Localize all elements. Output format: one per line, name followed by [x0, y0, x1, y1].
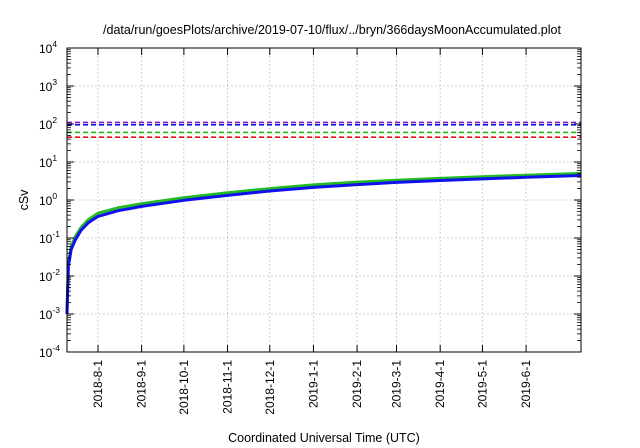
y-tick-exponent: 0 — [52, 191, 57, 201]
y-tick-label: 10-4 — [39, 343, 60, 360]
grid — [67, 48, 581, 352]
y-tick-base: 10 — [39, 80, 53, 94]
y-tick-base: 10 — [39, 156, 53, 170]
y-tick-base: 10 — [39, 194, 53, 208]
x-tick-label: 2019-4-1 — [433, 360, 447, 408]
x-tick-label: 2018-11-1 — [221, 360, 235, 414]
x-tick-label: 2018-8-1 — [91, 360, 105, 408]
x-tick-label: 2018-9-1 — [135, 360, 149, 408]
y-tick-base: 10 — [39, 42, 53, 56]
series-line-green — [65, 171, 582, 312]
x-tick-label: 2019-6-1 — [519, 360, 533, 408]
x-tick-label: 2019-1-1 — [306, 360, 320, 408]
y-tick-base: 10 — [39, 118, 53, 132]
y-tick-label: 10-2 — [39, 267, 60, 284]
y-axis-label: cSv — [17, 189, 31, 211]
x-axis-label: Coordinated Universal Time (UTC) — [228, 431, 420, 445]
x-tick-label: 2018-10-1 — [177, 360, 191, 415]
y-tick-exponent: -4 — [52, 343, 60, 353]
y-tick-base: 10 — [39, 308, 53, 322]
y-tick-exponent: -1 — [52, 229, 60, 239]
x-axis: 2018-8-1 2018-9-1 2018-10-1 2018-11-1 2018-1… — [91, 48, 533, 415]
y-tick-exponent: -2 — [52, 267, 60, 277]
series-lines — [65, 171, 582, 315]
chart-title: /data/run/goesPlots/archive/2019-07-10/f… — [103, 23, 561, 37]
y-tick-exponent: 2 — [52, 115, 57, 125]
y-tick-exponent: 4 — [52, 39, 57, 49]
y-tick-label: 10-3 — [39, 305, 60, 322]
y-tick-label: 101 — [39, 153, 57, 170]
y-tick-base: 10 — [39, 270, 53, 284]
y-tick-label: 100 — [39, 191, 57, 208]
x-tick-label: 2019-5-1 — [475, 360, 489, 408]
y-tick-exponent: 3 — [52, 77, 57, 87]
y-tick-label: 10-1 — [39, 229, 60, 246]
y-tick-exponent: 1 — [52, 153, 57, 163]
series-line-blue — [65, 174, 582, 315]
y-tick-label: 104 — [39, 39, 57, 56]
y-tick-base: 10 — [39, 232, 53, 246]
x-tick-label: 2018-12-1 — [263, 360, 277, 415]
x-tick-label: 2019-3-1 — [390, 360, 404, 408]
y-tick-label: 102 — [39, 115, 57, 132]
threshold-lines — [67, 121, 581, 138]
y-tick-base: 10 — [39, 346, 53, 360]
y-tick-label: 103 — [39, 77, 57, 94]
y-tick-exponent: -3 — [52, 305, 60, 315]
x-tick-label: 2019-2-1 — [350, 360, 364, 408]
